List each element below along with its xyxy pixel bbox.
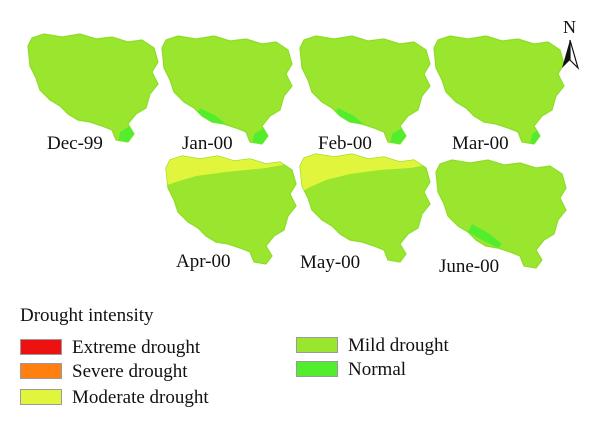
map-may-00 [299, 153, 431, 263]
map-label-june-00: June-00 [439, 256, 500, 277]
legend-item-extreme: Extreme drought [20, 336, 200, 358]
legend-label-normal: Normal [348, 358, 407, 380]
map-label-jan-00: Jan-00 [182, 133, 233, 154]
map-dec-99 [27, 33, 159, 143]
legend-label-extreme: Extreme drought [72, 336, 201, 358]
legend-item-mild: Mild drought [296, 334, 449, 356]
map-label-feb-00: Feb-00 [318, 133, 372, 154]
map-label-may-00: May-00 [300, 252, 361, 273]
map-apr-00 [165, 155, 297, 265]
legend-label-severe: Severe drought [72, 360, 188, 382]
legend-label-mild: Mild drought [348, 334, 449, 356]
drought-maps-panel [27, 33, 580, 269]
normal-area-june-00 [468, 224, 502, 248]
north-arrow-left-icon [562, 40, 570, 68]
legend-item-normal: Normal [296, 358, 406, 380]
map-jan-00 [161, 35, 293, 145]
legend-swatch-moderate [20, 389, 62, 405]
legend-item-moderate: Moderate drought [20, 386, 209, 408]
map-label-dec-99: Dec-99 [47, 133, 103, 154]
legend-swatch-mild [296, 337, 338, 353]
north-arrow [562, 39, 580, 71]
legend-swatch-extreme [20, 339, 62, 355]
map-region-june-00 [435, 159, 567, 269]
legend-label-moderate: Moderate drought [72, 386, 209, 408]
map-label-mar-00: Mar-00 [452, 133, 509, 154]
north-label: N [563, 17, 576, 37]
map-feb-00 [299, 35, 431, 145]
map-mar-00 [433, 35, 565, 145]
legend-title: Drought intensity [20, 305, 154, 326]
legend-swatch-normal [296, 361, 338, 377]
moderate-area-may-00 [300, 154, 430, 194]
map-region-dec-99 [27, 33, 159, 143]
legend-swatch-severe [20, 363, 62, 379]
map-june-00 [435, 159, 567, 269]
legend-item-severe: Severe drought [20, 360, 188, 382]
map-region-mar-00 [433, 35, 565, 145]
north-arrow-right-icon [569, 39, 580, 71]
map-label-apr-00: Apr-00 [176, 251, 231, 272]
map-region-jan-00 [161, 35, 293, 145]
map-region-feb-00 [299, 35, 431, 145]
